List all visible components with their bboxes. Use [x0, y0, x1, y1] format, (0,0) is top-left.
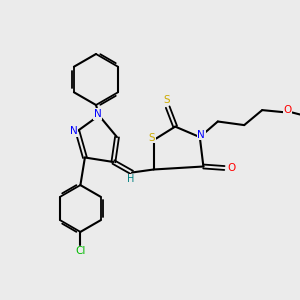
Text: N: N: [197, 130, 205, 140]
Text: H: H: [127, 174, 134, 184]
Text: Cl: Cl: [75, 246, 85, 256]
Text: S: S: [163, 94, 169, 105]
Text: S: S: [149, 133, 155, 143]
Text: N: N: [70, 126, 78, 136]
Text: N: N: [94, 109, 101, 119]
Text: O: O: [283, 105, 292, 115]
Text: O: O: [228, 163, 236, 173]
